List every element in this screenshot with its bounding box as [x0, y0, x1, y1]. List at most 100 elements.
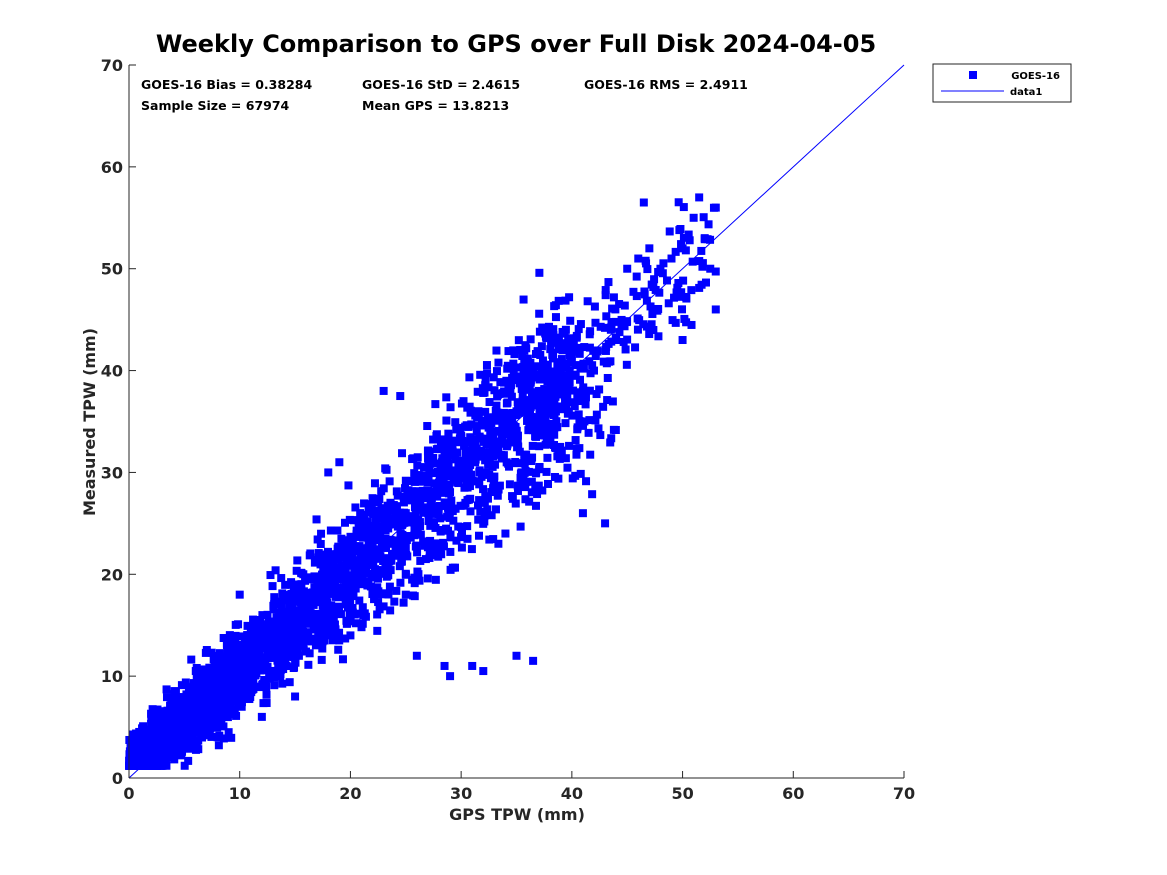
data-point: [382, 465, 391, 474]
data-point: [356, 609, 365, 618]
data-point: [196, 702, 205, 711]
stat-std: GOES-16 StD = 2.4615: [362, 77, 520, 92]
data-point: [318, 570, 327, 579]
data-point: [550, 398, 559, 407]
data-point: [415, 576, 424, 585]
data-point: [466, 408, 475, 417]
data-point: [392, 586, 401, 595]
data-point: [519, 362, 528, 371]
data-point: [546, 383, 555, 392]
data-point: [370, 479, 379, 488]
data-point: [255, 666, 264, 675]
data-point: [140, 757, 149, 766]
data-point: [539, 396, 548, 405]
data-point: [551, 301, 560, 310]
data-point: [371, 518, 380, 527]
data-point: [194, 689, 203, 698]
data-point: [399, 535, 408, 544]
data-point: [328, 550, 337, 559]
data-point: [640, 290, 649, 299]
data-point: [336, 610, 345, 619]
data-point: [553, 423, 562, 432]
data-point: [668, 316, 677, 325]
data-point: [497, 454, 506, 463]
data-point: [341, 634, 350, 643]
data-point: [272, 613, 281, 622]
data-point: [567, 356, 576, 365]
data-point: [679, 233, 688, 242]
data-point: [333, 563, 342, 572]
data-point: [506, 409, 515, 418]
data-point: [563, 409, 572, 418]
data-point: [518, 352, 527, 361]
data-point: [161, 721, 170, 730]
data-point: [438, 486, 447, 495]
data-point: [541, 416, 550, 425]
data-point: [632, 292, 641, 301]
data-point: [489, 432, 498, 441]
data-point: [457, 523, 466, 532]
data-point: [528, 453, 537, 462]
data-point: [206, 724, 215, 733]
data-point: [132, 732, 141, 741]
data-point: [426, 536, 435, 545]
data-point: [408, 575, 417, 584]
data-point: [522, 450, 531, 459]
data-point: [194, 736, 203, 745]
data-point: [390, 597, 399, 606]
data-point: [525, 424, 534, 433]
data-point: [342, 616, 351, 625]
data-point: [584, 428, 593, 437]
data-point: [196, 722, 205, 731]
data-point: [453, 478, 462, 487]
data-point: [606, 438, 615, 447]
data-point: [324, 581, 333, 590]
data-point: [479, 437, 488, 446]
data-point: [127, 760, 136, 769]
data-point: [579, 359, 588, 368]
data-point: [510, 350, 519, 359]
data-point: [239, 668, 248, 677]
data-point: [275, 672, 284, 681]
data-point: [355, 596, 364, 605]
data-point: [281, 658, 290, 667]
data-point: [459, 397, 468, 406]
data-point: [560, 371, 569, 380]
data-point: [564, 336, 573, 345]
data-point: [412, 651, 421, 660]
data-point: [685, 236, 694, 245]
data-point: [545, 376, 554, 385]
data-point: [127, 756, 136, 765]
data-point: [443, 453, 452, 462]
data-point: [433, 487, 442, 496]
data-point: [390, 519, 399, 528]
data-point: [360, 517, 369, 526]
data-point: [171, 694, 180, 703]
data-point: [379, 386, 388, 395]
data-point: [481, 407, 490, 416]
data-point: [561, 296, 570, 305]
data-point: [427, 543, 436, 552]
chart-title: Weekly Comparison to GPS over Full Disk …: [156, 30, 876, 58]
data-point: [489, 535, 498, 544]
data-point: [516, 473, 525, 482]
data-point: [207, 648, 216, 657]
data-point: [623, 264, 632, 273]
data-point: [646, 302, 655, 311]
data-point: [168, 735, 177, 744]
data-point: [386, 566, 395, 575]
data-point: [503, 398, 512, 407]
data-point: [180, 707, 189, 716]
data-point: [701, 278, 710, 287]
data-point: [544, 322, 553, 331]
data-point: [631, 343, 640, 352]
data-point: [639, 198, 648, 207]
data-point: [141, 738, 150, 747]
data-point: [596, 322, 605, 331]
data-point: [351, 532, 360, 541]
data-point: [649, 283, 658, 292]
data-point: [283, 607, 292, 616]
data-point: [302, 631, 311, 640]
data-point: [340, 585, 349, 594]
data-point: [508, 415, 517, 424]
